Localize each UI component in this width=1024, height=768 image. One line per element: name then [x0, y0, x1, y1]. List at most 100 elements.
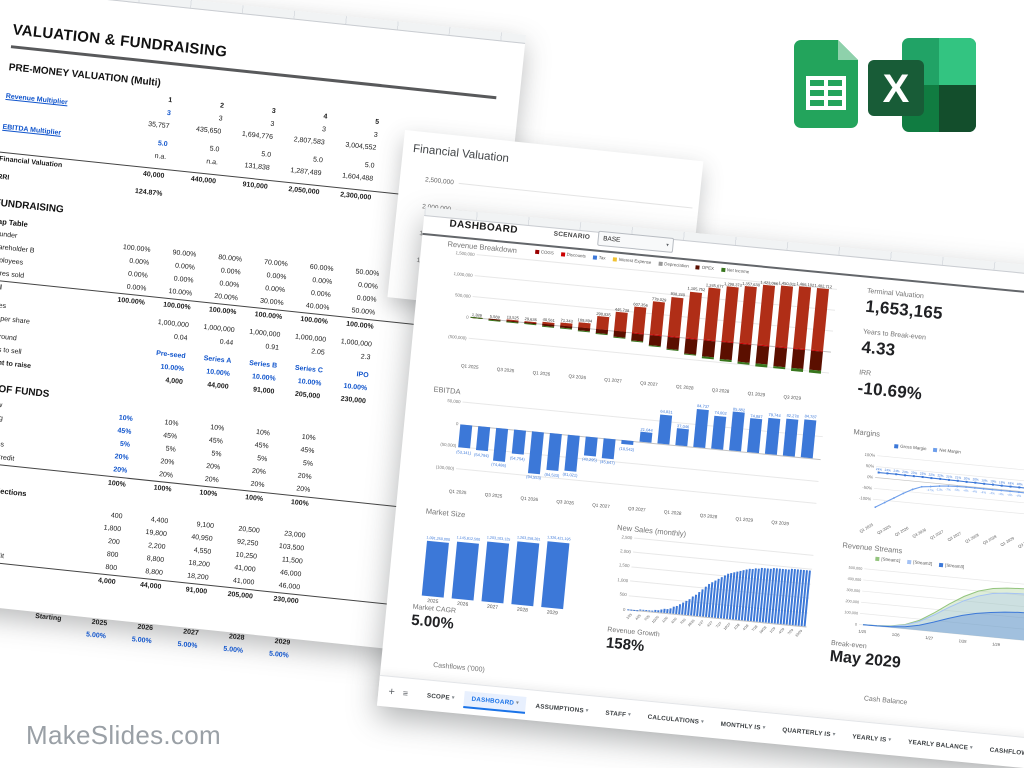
value-label[interactable]: (45,647)	[599, 459, 615, 466]
bar[interactable]	[541, 540, 570, 610]
bar-segment[interactable]	[809, 350, 823, 371]
bar-segment[interactable]	[701, 356, 714, 360]
bar[interactable]	[511, 541, 540, 607]
cell[interactable]	[97, 374, 143, 379]
bar[interactable]	[747, 418, 763, 453]
bar[interactable]	[693, 408, 709, 448]
cell[interactable]: 205,000	[294, 390, 321, 401]
bar[interactable]	[633, 609, 636, 611]
axis-tick-label[interactable]: Q1 2026	[520, 495, 539, 503]
cell[interactable]: 100%	[107, 479, 127, 489]
cell[interactable]: n.a.	[154, 152, 167, 162]
cell[interactable]: 1,694,776	[241, 130, 274, 142]
legend-label[interactable]: COGS	[540, 249, 554, 256]
sheet-tab-cashflow[interactable]: CASHFLOW▾	[982, 741, 1024, 761]
cell[interactable]	[168, 195, 220, 200]
cell[interactable]: 91,000	[185, 586, 208, 596]
bar[interactable]	[458, 423, 473, 449]
bar-segment[interactable]	[613, 336, 626, 339]
cell[interactable]: 435,650	[195, 126, 222, 136]
legend-label[interactable]: Depreciation	[664, 261, 690, 269]
cell[interactable]: 40,000	[142, 170, 165, 180]
legend-label[interactable]: Discounts	[566, 251, 587, 259]
bar-segment[interactable]	[631, 340, 644, 343]
bar[interactable]	[800, 419, 817, 458]
axis-tick-label[interactable]: Q1 2025	[460, 363, 479, 370]
sheet-tab-scope[interactable]: SCOPE ▾	[419, 687, 462, 706]
bar-segment[interactable]	[542, 325, 555, 328]
bar-segment[interactable]	[719, 342, 734, 361]
bar[interactable]	[527, 430, 544, 475]
axis-tick-label[interactable]: 500	[619, 591, 628, 598]
axis-tick-label[interactable]: Q1 2027	[604, 376, 623, 384]
axis-tick-label[interactable]: 2027	[486, 603, 499, 611]
bar-segment[interactable]	[577, 329, 590, 333]
cell[interactable]: 100.00%	[345, 320, 375, 331]
cell[interactable]: 100%	[290, 498, 310, 508]
cell[interactable]: 2,300,000	[339, 191, 372, 202]
tab-label[interactable]: CASHFLOW	[989, 746, 1024, 757]
legend-swatch[interactable]	[907, 559, 912, 564]
bar[interactable]	[645, 610, 648, 612]
axis-tick-label[interactable]: Q3 2025	[496, 366, 515, 374]
cell[interactable]: 100%	[153, 484, 172, 494]
axis-tick-label[interactable]: 2029	[546, 609, 559, 617]
legend-swatch[interactable]	[933, 447, 938, 452]
cell[interactable]	[220, 200, 272, 205]
bar-segment[interactable]	[773, 347, 788, 368]
cell[interactable]: 205,000	[227, 590, 254, 601]
legend-swatch[interactable]	[560, 251, 565, 257]
bar[interactable]	[811, 287, 830, 351]
tab-label[interactable]: ASSUMPTIONS	[535, 702, 585, 715]
cell[interactable]: 2,050,000	[288, 185, 320, 197]
tab-label[interactable]: SCOPE	[426, 691, 451, 702]
bar[interactable]	[631, 307, 647, 334]
cell[interactable]	[20, 628, 66, 633]
sheet-tab-monthly-is[interactable]: MONTHLY IS ▾	[713, 716, 773, 737]
chevron-down-icon[interactable]: ▾	[762, 724, 766, 732]
bar[interactable]	[421, 541, 449, 598]
legend-swatch[interactable]	[875, 556, 880, 561]
cell[interactable]: 2.3	[360, 353, 371, 362]
bar[interactable]	[639, 609, 642, 611]
axis-tick-label[interactable]: Q1 2026	[532, 370, 551, 377]
axis-tick-label[interactable]: 2026	[456, 600, 469, 608]
bar-segment[interactable]	[595, 332, 608, 336]
cell[interactable]: 3,004,552	[344, 141, 377, 152]
chevron-down-icon[interactable]: ▾	[888, 736, 892, 744]
cell[interactable]: 5.00%	[177, 640, 198, 650]
legend-swatch[interactable]	[720, 267, 726, 272]
bar[interactable]	[636, 609, 639, 611]
tab-label[interactable]: STAFF	[605, 709, 627, 719]
legend-item[interactable]: OPEX	[695, 264, 714, 271]
tab-label[interactable]: QUARTERLY IS	[781, 726, 832, 738]
add-sheet-button[interactable]: +	[387, 685, 396, 699]
cell[interactable]: 440,000	[190, 175, 217, 186]
cell[interactable]: 100%	[244, 494, 264, 504]
cell[interactable]: 124.87%	[134, 187, 163, 198]
axis-tick-label[interactable]: (500,000)	[448, 333, 467, 341]
bar[interactable]	[451, 541, 480, 601]
sheet-tab-dashboard[interactable]: DASHBOARD ▾	[463, 690, 527, 714]
chevron-down-icon[interactable]: ▾	[515, 700, 520, 707]
cell[interactable]: 4,000	[97, 577, 116, 587]
tab-label[interactable]: MONTHLY IS	[720, 720, 762, 732]
legend-swatch[interactable]	[592, 254, 598, 260]
cell[interactable]: 100.00%	[254, 311, 283, 322]
axis-tick-label[interactable]: Q3 2029	[783, 394, 802, 401]
legend-label[interactable]: Interest Expense	[618, 256, 652, 265]
legend-swatch[interactable]	[894, 443, 899, 448]
bar-segment[interactable]	[701, 340, 716, 358]
tab-label[interactable]: YEARLY BALANCE	[907, 738, 969, 752]
axis-tick-label[interactable]: 1,000	[617, 576, 629, 583]
bar-segment[interactable]	[791, 349, 806, 370]
cell[interactable]: 5.00%	[131, 636, 152, 646]
bar[interactable]	[793, 286, 812, 350]
value-label[interactable]: (10,542)	[619, 445, 635, 452]
cell[interactable]: 91,000	[252, 386, 275, 396]
cell[interactable]: 910,000	[242, 181, 269, 191]
bar-segment[interactable]	[755, 345, 770, 365]
bar[interactable]	[729, 411, 745, 452]
sheet-tab-assumptions[interactable]: ASSUMPTIONS ▾	[528, 698, 596, 719]
legend-swatch[interactable]	[612, 256, 617, 262]
